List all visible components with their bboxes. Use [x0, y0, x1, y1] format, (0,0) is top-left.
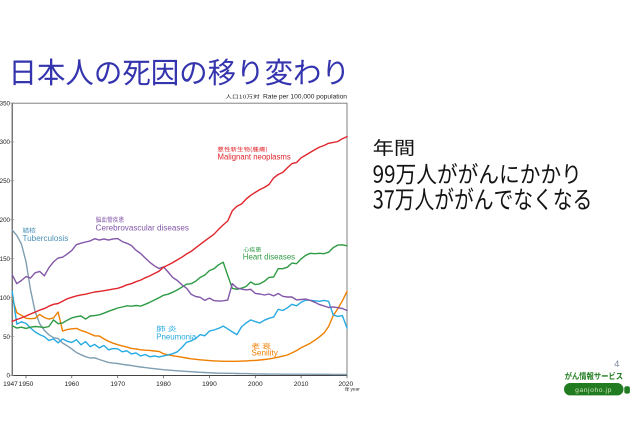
svg-text:Cerebrovascular diseases: Cerebrovascular diseases	[96, 223, 189, 232]
svg-text:150: 150	[0, 256, 11, 263]
svg-text:2020: 2020	[338, 381, 353, 388]
svg-text:2000: 2000	[248, 381, 263, 388]
svg-text:250: 250	[0, 178, 11, 185]
svg-text:Senility: Senility	[251, 349, 278, 358]
svg-text:1970: 1970	[110, 381, 125, 388]
svg-text:Rate per 100,000 population: Rate per 100,000 population	[263, 94, 348, 101]
svg-text:1950: 1950	[19, 381, 34, 388]
svg-text:50: 50	[3, 334, 10, 341]
svg-text:Pneumonia: Pneumonia	[156, 332, 197, 341]
svg-text:1990: 1990	[202, 381, 217, 388]
svg-text:0: 0	[7, 373, 11, 380]
svg-text:2010: 2010	[294, 381, 309, 388]
svg-text:1947: 1947	[3, 381, 18, 388]
svg-text:Tuberculosis: Tuberculosis	[23, 234, 69, 243]
svg-text:350: 350	[0, 100, 11, 107]
svg-text:Heart diseases: Heart diseases	[243, 252, 295, 261]
svg-text:1960: 1960	[64, 381, 79, 388]
svg-text:1980: 1980	[156, 381, 171, 388]
svg-text:Malignant neoplasms: Malignant neoplasms	[218, 153, 291, 162]
svg-text:100: 100	[0, 295, 11, 302]
svg-text:4: 4	[614, 359, 619, 370]
svg-text:year: year	[351, 386, 361, 392]
svg-text:200: 200	[0, 217, 11, 224]
svg-text:ganjoho.jp: ganjoho.jp	[575, 387, 612, 394]
svg-text:300: 300	[0, 139, 11, 146]
